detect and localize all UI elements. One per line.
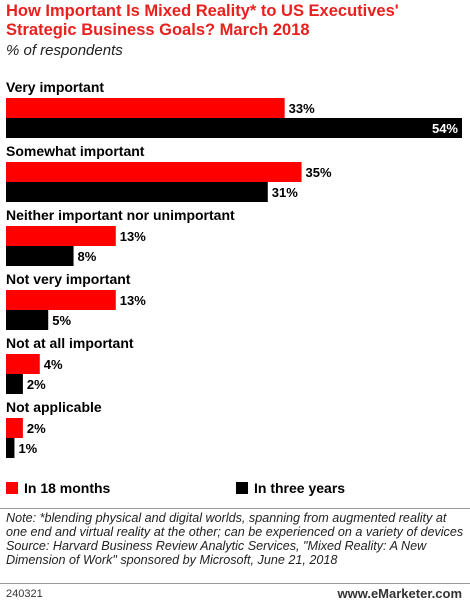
value-label-in-18-months-neither-important-nor-unimportant: 13% bbox=[120, 229, 146, 244]
chart-title: How Important Is Mixed Reality* to US Ex… bbox=[6, 2, 399, 39]
legend: In 18 months In three years bbox=[0, 480, 470, 500]
bar-in-18-months-not-at-all-important bbox=[6, 354, 40, 374]
value-label-in-18-months-not-applicable: 2% bbox=[27, 421, 46, 436]
value-label-in-18-months-not-very-important: 13% bbox=[120, 293, 146, 308]
legend-item-three-years: In three years bbox=[236, 480, 345, 496]
bar-chart: Very important 33% 54% Somewhat important 35… bbox=[6, 79, 462, 458]
value-label-in-three-years-not-at-all-important: 2% bbox=[27, 377, 46, 392]
value-label-in-three-years-very-important: 54% bbox=[432, 121, 458, 136]
category-label-not-very-important: Not very important bbox=[6, 271, 131, 287]
bar-in-18-months-not-very-important bbox=[6, 290, 116, 310]
value-label-in-18-months-very-important: 33% bbox=[289, 101, 315, 116]
brand-link[interactable]: www.eMarketer.com bbox=[337, 586, 462, 601]
value-label-in-18-months-somewhat-important: 35% bbox=[306, 165, 332, 180]
category-label-very-important: Very important bbox=[6, 79, 104, 95]
legend-item-18-months: In 18 months bbox=[6, 480, 110, 496]
bar-in-18-months-not-applicable bbox=[6, 418, 23, 438]
bar-in-three-years-neither-important-nor-unimportant bbox=[6, 246, 74, 266]
notes: Note: *blending physical and digital wor… bbox=[6, 511, 466, 567]
bar-in-three-years-not-very-important bbox=[6, 310, 49, 330]
legend-swatch-three-years bbox=[236, 482, 248, 494]
bar-in-18-months-somewhat-important bbox=[6, 162, 302, 182]
legend-label-three-years: In three years bbox=[254, 480, 346, 496]
legend-swatch-18-months bbox=[6, 482, 18, 494]
value-label-in-three-years-neither-important-nor-unimportant: 8% bbox=[78, 249, 97, 264]
note-text: Note: *blending physical and digital wor… bbox=[6, 511, 464, 539]
value-label-in-18-months-not-at-all-important: 4% bbox=[44, 357, 63, 372]
divider-bottom bbox=[0, 583, 470, 584]
bar-in-18-months-neither-important-nor-unimportant bbox=[6, 226, 116, 246]
source-text: Source: Harvard Business Review Analytic… bbox=[6, 539, 427, 567]
category-label-neither-important-nor-unimportant: Neither important nor unimportant bbox=[6, 207, 235, 223]
value-label-in-three-years-not-applicable: 1% bbox=[18, 441, 37, 456]
divider-top bbox=[0, 508, 470, 509]
bar-in-three-years-somewhat-important bbox=[6, 182, 268, 202]
bar-in-three-years-not-applicable bbox=[6, 438, 15, 458]
bar-in-three-years-very-important bbox=[6, 118, 462, 138]
legend-label-18-months: In 18 months bbox=[24, 480, 111, 496]
value-label-in-three-years-not-very-important: 5% bbox=[52, 313, 71, 328]
category-label-not-applicable: Not applicable bbox=[6, 399, 102, 415]
bar-in-three-years-not-at-all-important bbox=[6, 374, 23, 394]
value-label-in-three-years-somewhat-important: 31% bbox=[272, 185, 298, 200]
chart-subtitle: % of respondents bbox=[6, 42, 123, 59]
chart-id: 240321 bbox=[6, 588, 43, 600]
category-label-somewhat-important: Somewhat important bbox=[6, 143, 145, 159]
bar-in-18-months-very-important bbox=[6, 98, 285, 118]
category-label-not-at-all-important: Not at all important bbox=[6, 335, 134, 351]
